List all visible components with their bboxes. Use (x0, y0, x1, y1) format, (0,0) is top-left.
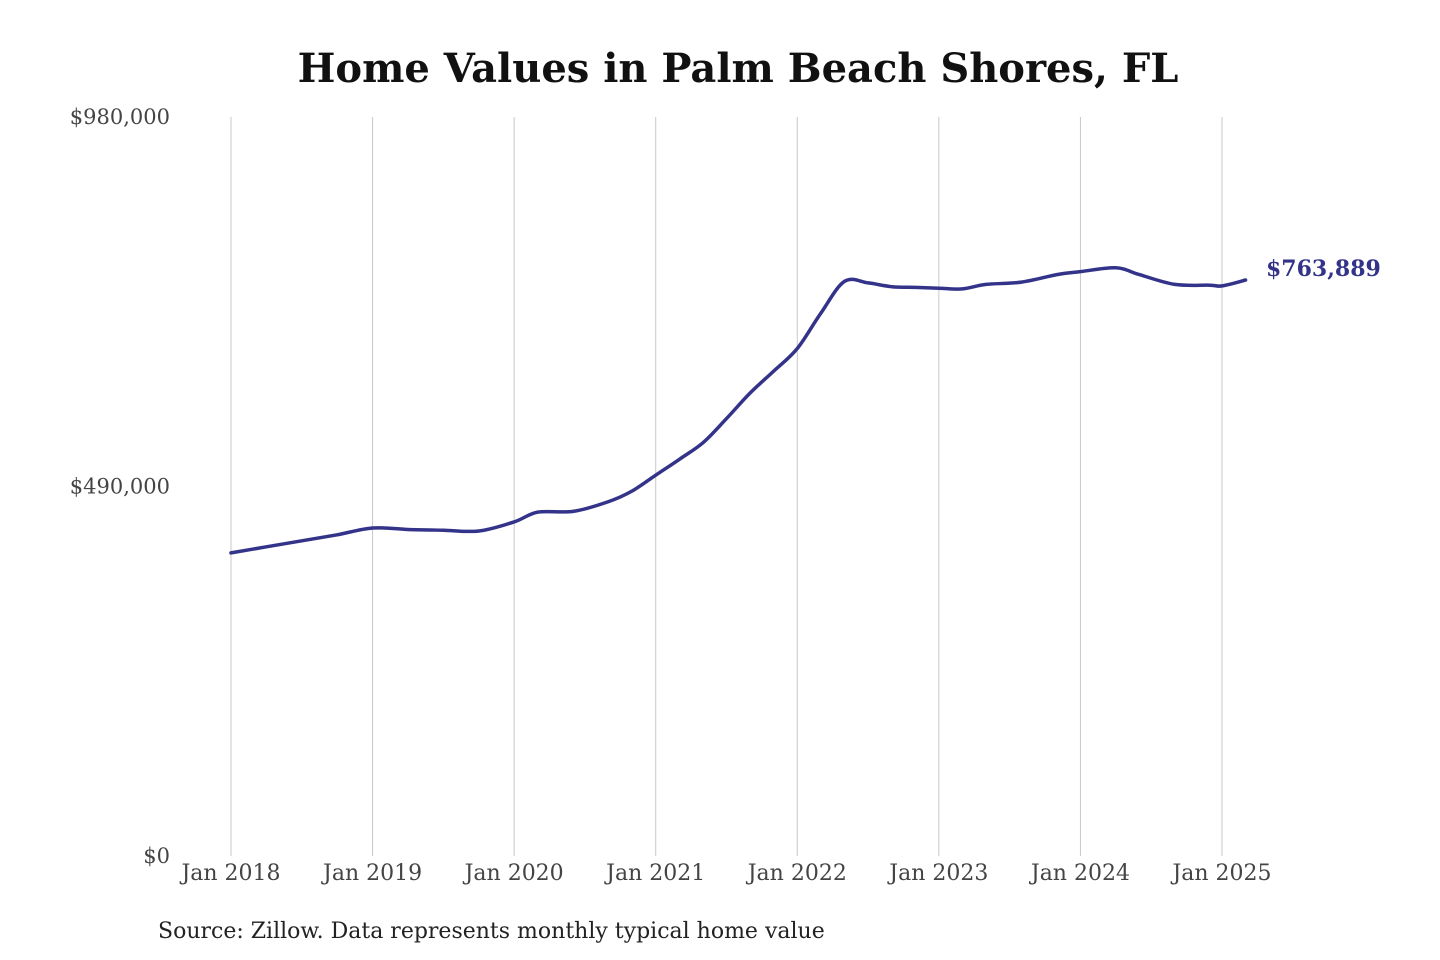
x-tick-label: Jan 2024 (1029, 861, 1130, 886)
x-tick-label: Jan 2023 (887, 861, 988, 886)
source-note: Source: Zillow. Data represents monthly … (158, 919, 825, 944)
x-tick-label: Jan 2025 (1170, 861, 1271, 886)
x-tick-label: Jan 2019 (321, 861, 422, 886)
end-value-label: $763,889 (1266, 256, 1381, 282)
chart-title: Home Values in Palm Beach Shores, FL (298, 45, 1179, 92)
x-tick-label: Jan 2021 (604, 861, 705, 886)
x-tick-label: Jan 2022 (746, 861, 847, 886)
y-tick-label: $980,000 (70, 105, 170, 129)
y-axis-ticks: $0 $490,000 $980,000 (70, 105, 170, 868)
y-tick-label: $490,000 (70, 475, 170, 499)
y-tick-label: $0 (143, 844, 170, 868)
gridlines (230, 117, 1223, 856)
x-axis-ticks: Jan 2018 Jan 2019 Jan 2020 Jan 2021 Jan 2022… (179, 861, 1271, 886)
x-tick-label: Jan 2020 (463, 861, 564, 886)
x-tick-label: Jan 2018 (179, 861, 280, 886)
series-line (229, 266, 1248, 555)
